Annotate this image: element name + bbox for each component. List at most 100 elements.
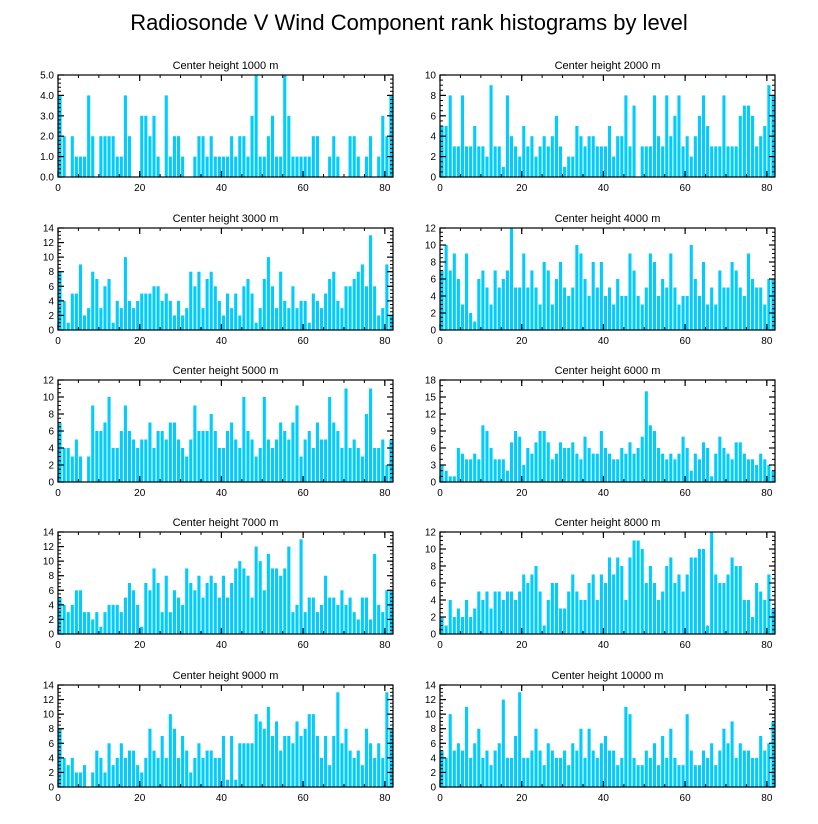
- histogram-bar: [755, 146, 759, 177]
- histogram-bar: [591, 136, 595, 177]
- histogram-bar: [522, 757, 526, 787]
- histogram-bar: [730, 146, 734, 177]
- histogram-bar: [644, 391, 648, 482]
- y-tick-label: 12: [43, 238, 55, 249]
- histogram-panel-8: Center height 8000 m 0 20 40 60 80 0 2 4 6 8 10 12: [425, 517, 776, 651]
- histogram-bar: [234, 779, 238, 787]
- histogram-bar: [526, 146, 530, 177]
- histogram-bar: [501, 600, 505, 634]
- histogram-bar: [677, 304, 681, 330]
- x-tick-label: 60: [680, 793, 692, 804]
- histogram-bar: [360, 456, 364, 482]
- y-tick-label: 6: [430, 579, 436, 590]
- histogram-bar: [763, 750, 767, 787]
- histogram-bar: [734, 757, 738, 787]
- histogram-bar: [575, 245, 579, 330]
- histogram-bar: [328, 156, 332, 177]
- histogram-bar: [550, 459, 554, 482]
- histogram-bar: [632, 757, 636, 787]
- histogram-bar: [763, 304, 767, 330]
- histogram-bar: [352, 612, 356, 634]
- histogram-bar: [295, 405, 299, 482]
- histogram-bar: [287, 115, 291, 177]
- histogram-bar: [115, 156, 119, 177]
- histogram-bar: [693, 279, 697, 330]
- histogram-bar: [270, 568, 275, 634]
- histogram-bar: [554, 279, 558, 330]
- histogram-bar: [657, 765, 661, 787]
- histogram-bar: [205, 156, 209, 177]
- histogram-bar: [181, 736, 185, 787]
- x-tick-label: 40: [216, 183, 228, 194]
- x-tick-label: 40: [598, 488, 610, 499]
- y-tick-label: 0: [430, 783, 436, 794]
- histogram-bar: [693, 557, 697, 634]
- histogram-bar: [340, 448, 344, 482]
- histogram-bar: [567, 296, 571, 330]
- histogram-bar: [234, 439, 238, 482]
- histogram-bar: [493, 591, 497, 634]
- histogram-bar: [542, 431, 546, 482]
- histogram-bar: [95, 279, 99, 330]
- y-tick-label: 10: [43, 710, 55, 721]
- x-tick-label: 80: [761, 640, 773, 651]
- y-tick-label: 8: [48, 724, 54, 735]
- histogram-bar: [608, 126, 612, 177]
- histogram-bar: [697, 765, 701, 787]
- histogram-bar: [546, 442, 550, 482]
- histogram-bar: [485, 287, 489, 330]
- histogram-bar: [706, 126, 710, 177]
- histogram-bar: [266, 706, 270, 787]
- histogram-bar: [356, 156, 360, 177]
- x-tick-label: 0: [55, 183, 61, 194]
- histogram-bar: [452, 750, 456, 787]
- histogram-bar: [718, 146, 722, 177]
- histogram-bar: [530, 136, 534, 177]
- y-tick-label: 12: [425, 695, 437, 706]
- histogram-bar: [238, 448, 242, 482]
- histogram-bar: [156, 156, 160, 177]
- histogram-bar: [107, 136, 111, 177]
- histogram-bar: [275, 156, 279, 177]
- panel-title: Center height 10000 m: [552, 670, 664, 682]
- histogram-bar: [599, 743, 603, 787]
- histogram-bar: [767, 465, 771, 482]
- histogram-bar: [95, 431, 99, 482]
- histogram-bar: [550, 583, 554, 634]
- histogram-bar: [242, 743, 246, 787]
- histogram-bar: [364, 286, 368, 330]
- histogram-bar: [291, 422, 295, 482]
- histogram-bar: [311, 136, 315, 177]
- histogram-bar: [385, 465, 389, 482]
- histogram-bar: [254, 75, 258, 177]
- histogram-bar: [132, 590, 136, 634]
- histogram-bar: [473, 126, 477, 177]
- histogram-bar: [246, 743, 250, 787]
- histogram-bar: [148, 590, 152, 634]
- histogram-bar: [571, 574, 575, 634]
- histogram-bar: [755, 465, 759, 482]
- x-tick-label: 20: [134, 793, 146, 804]
- histogram-bar: [348, 136, 352, 177]
- histogram-bar: [591, 574, 595, 634]
- y-tick-label: 3: [430, 461, 436, 472]
- y-tick-label: 3.0: [40, 111, 54, 122]
- histogram-bar: [624, 600, 628, 634]
- histogram-bar: [746, 750, 750, 787]
- histogram-bar: [522, 465, 526, 482]
- histogram-bar: [624, 95, 628, 177]
- histogram-bar: [465, 600, 469, 634]
- histogram-bar: [726, 743, 730, 787]
- histogram-bar: [144, 293, 148, 330]
- histogram-bar: [456, 279, 460, 330]
- histogram-bar: [481, 757, 485, 787]
- y-tick-label: 0: [48, 630, 54, 641]
- histogram-bar: [755, 287, 759, 330]
- histogram-bar: [755, 583, 759, 634]
- histogram-bar: [164, 757, 168, 787]
- x-tick-label: 0: [437, 640, 443, 651]
- histogram-bar: [685, 714, 689, 787]
- histogram-bar: [689, 245, 693, 330]
- histogram-bar: [624, 453, 628, 482]
- histogram-bar: [275, 439, 279, 482]
